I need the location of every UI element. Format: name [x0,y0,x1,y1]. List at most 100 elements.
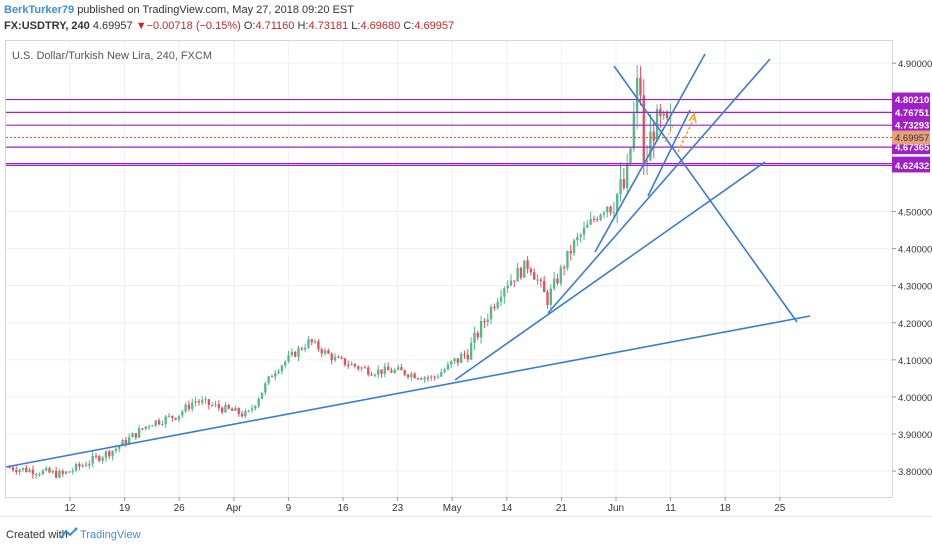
candle-body [267,376,270,384]
candle-body [556,278,559,284]
candle-body [124,439,128,445]
candle-body [94,455,98,457]
x-tick-label: 25 [774,503,786,514]
close-label: C: [403,20,415,32]
candle-body [639,77,642,96]
candle-body [237,407,240,414]
candle-body [533,272,536,280]
candle-body [629,148,632,164]
candle-body [483,321,486,323]
level-label-bg [892,105,930,120]
candle-body [164,416,167,424]
time-axis[interactable]: 12 19 26 Apr 9 16 23 May 14 21 Jun 11 18 25 [64,497,786,514]
candle-body [499,296,503,302]
candle-body [616,194,619,213]
price-chart[interactable]: 3.80000 3.90000 4.00000 4.10000 4.20000 4.300… [0,0,932,516]
candle-body [516,267,519,282]
candle-body [154,420,157,426]
candle-body [214,404,217,406]
candle-body [456,358,460,363]
candle-body [486,319,489,323]
y-tick-label: 4.40000 [898,245,932,256]
candle-body [393,369,396,373]
candle-body [91,455,94,464]
candle-body [15,470,18,473]
trendline [547,58,771,314]
level-label-bg [892,118,930,133]
level-label: 4.76751 [895,108,930,119]
price-axis[interactable]: 3.80000 3.90000 4.00000 4.10000 4.20000 4.300… [892,59,932,478]
candle-body [669,117,672,119]
candle-body [111,450,114,457]
trendline [5,315,811,468]
candle-body [513,280,516,282]
candle-body [559,267,562,284]
close-value: 4.69957 [414,20,455,32]
level-label: 4.73293 [895,121,929,132]
tradingview-brand[interactable]: TradingView [80,529,141,541]
candle-body [31,469,35,475]
candle-body [493,306,496,309]
trendline [454,161,766,381]
candle-body [201,400,204,403]
candle-body [270,376,274,378]
symbol-label: FX:USDTRY, 240 [4,20,90,32]
candle-body [566,250,569,269]
candle-body [476,332,479,338]
candle-body [586,224,589,228]
candle-body [227,404,230,409]
candle-body [423,377,426,380]
level-label-bg [892,92,930,107]
candle-body [436,376,440,378]
candle-body [28,469,31,473]
candle-body [98,456,101,461]
candle-body [197,401,201,403]
candle-body [48,468,51,473]
candle-body [297,348,300,357]
candle-body [400,367,403,371]
tradingview-logo-icon [60,527,78,539]
candle-body [300,348,303,350]
publish-text: published on TradingView.com, May 27, 20… [77,4,354,16]
candle-body [108,451,111,457]
candle-body [147,426,151,428]
candle-body [642,95,645,163]
candle-body [307,339,310,348]
level-label: 4.67365 [895,143,930,154]
candle-body [473,332,476,343]
candle-body [157,420,161,424]
candle-body [144,426,147,429]
candle-body [118,446,121,449]
ohlc-bar: FX:USDTRY, 240 4.69957 ▼−0.00718 (−0.15%… [4,20,454,32]
candle-body [420,378,423,380]
trendlines [5,53,811,468]
candle-body [602,212,606,215]
candle-body [254,405,257,409]
candle-body [35,474,38,476]
candle-body [234,407,237,411]
candle-body [211,405,214,407]
candle-body [543,280,546,293]
candle-body [386,366,390,371]
candle-body [277,371,280,374]
candle-body [406,374,410,378]
candle-body [187,404,191,409]
candle-body [360,367,363,369]
candle-body [294,351,297,357]
candle-body [579,234,582,237]
candle-body [204,399,207,401]
candle-body [479,321,483,338]
candle-body [529,269,533,273]
candle-body [347,365,350,367]
candle-body [104,451,108,458]
candle-body [8,467,11,469]
candle-body [287,355,290,362]
candle-body [167,415,171,417]
y-tick-label: 3.80000 [898,467,932,478]
candle-body [526,260,529,270]
candle-body [310,339,313,343]
candle-body [64,471,68,474]
arrow-head-icon [688,112,697,124]
author-name[interactable]: BerkTurker79 [4,4,75,16]
candle-body [61,470,64,474]
